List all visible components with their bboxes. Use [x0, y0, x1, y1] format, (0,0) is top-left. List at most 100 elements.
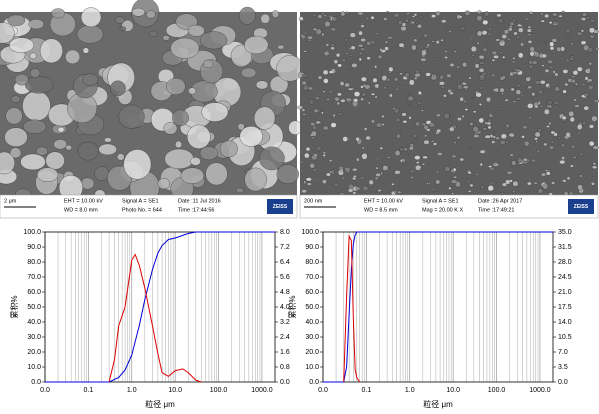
particle: [363, 127, 368, 131]
particle: [467, 138, 470, 142]
particle: [203, 59, 214, 69]
particle: [512, 18, 517, 23]
particle: [381, 114, 385, 118]
particle: [548, 121, 552, 126]
particle: [322, 69, 329, 76]
particle: [503, 29, 510, 35]
particle: [408, 104, 411, 106]
particle: [398, 147, 405, 152]
particle: [51, 8, 65, 19]
logo: ZEISS: [574, 204, 589, 210]
particle: [164, 148, 194, 170]
particle: [24, 75, 54, 94]
particle: [366, 17, 369, 20]
particle: [529, 46, 535, 52]
particle: [301, 108, 306, 112]
particle: [407, 153, 410, 155]
y-tick-label: 40.0: [27, 319, 41, 326]
particle: [323, 78, 329, 84]
particle: [512, 190, 515, 193]
particle: [303, 50, 307, 53]
particle: [467, 190, 472, 193]
particle: [467, 174, 472, 178]
particle: [550, 140, 555, 144]
particle: [431, 40, 435, 43]
particle: [170, 37, 200, 59]
particle: [321, 32, 325, 36]
particle: [471, 54, 476, 57]
particle: [462, 85, 469, 89]
particle: [366, 41, 371, 46]
particle: [591, 165, 598, 170]
particle: [65, 144, 72, 151]
particle: [172, 109, 189, 127]
particle: [566, 29, 570, 33]
particle: [370, 92, 376, 96]
particle: [579, 152, 583, 156]
particle: [499, 140, 506, 145]
particle: [337, 63, 343, 68]
y2-tick-label: 4.8: [280, 289, 290, 296]
particle: [36, 167, 59, 183]
particle: [362, 185, 369, 192]
particle: [417, 90, 422, 96]
particle: [547, 85, 551, 89]
particle: [583, 92, 590, 97]
particle: [360, 97, 364, 102]
info-field: Time :17:44:56: [178, 207, 214, 213]
particle: [303, 31, 308, 35]
particle: [323, 14, 327, 17]
x-tick-label: 1.0: [127, 387, 137, 394]
particle: [359, 175, 366, 180]
x-tick-label: 10.0: [446, 387, 460, 394]
particle: [479, 162, 483, 167]
x-tick-label: 0.0: [40, 387, 50, 394]
particle: [166, 77, 186, 96]
x-tick-label: 1.0: [405, 387, 415, 394]
particle: [315, 143, 319, 146]
particle: [474, 63, 480, 69]
y2-tick-label: 21.0: [558, 289, 572, 296]
particle: [512, 180, 519, 187]
particle: [413, 134, 417, 138]
particle: [554, 72, 559, 77]
particle: [478, 103, 483, 106]
particle: [589, 18, 596, 23]
logo-bg: [267, 199, 293, 214]
particle: [469, 183, 474, 188]
particle: [490, 182, 493, 185]
particle: [502, 40, 505, 43]
particle: [312, 125, 317, 131]
particle: [396, 88, 399, 91]
particle: [467, 171, 472, 175]
particle: [417, 23, 422, 29]
particle: [80, 7, 102, 28]
particle: [511, 71, 518, 75]
particle: [359, 52, 363, 55]
particle: [309, 163, 315, 169]
particle: [335, 52, 341, 58]
particle: [595, 47, 599, 51]
particle: [479, 86, 484, 90]
particle: [81, 73, 99, 86]
particle: [515, 96, 522, 101]
particle: [421, 163, 426, 166]
particle: [448, 186, 452, 190]
particle: [451, 192, 455, 195]
particle: [505, 123, 510, 129]
particle: [336, 101, 341, 106]
particle: [583, 44, 590, 51]
particle: [501, 182, 507, 187]
particle: [491, 58, 496, 62]
y2-tick-label: 3.2: [280, 319, 290, 326]
particle: [379, 48, 383, 52]
particle: [404, 81, 407, 84]
particle: [396, 133, 401, 139]
particle: [302, 84, 310, 91]
particle: [512, 57, 516, 60]
info-bar: [0, 194, 298, 219]
particle: [592, 145, 599, 150]
particle: [311, 154, 318, 161]
y2-tick-label: 10.5: [558, 334, 572, 341]
particle: [556, 46, 562, 52]
